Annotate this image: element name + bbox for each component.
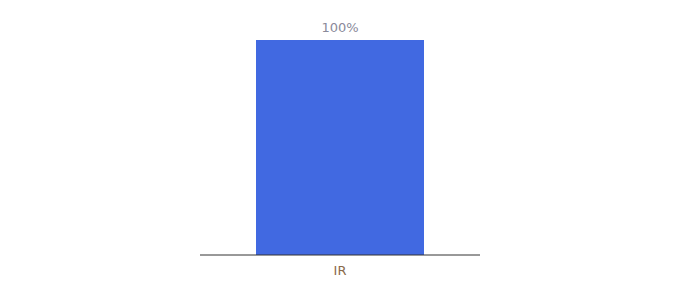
bar bbox=[256, 40, 424, 255]
x-tick-label: IR bbox=[334, 263, 347, 278]
data-label: 100% bbox=[321, 20, 358, 35]
bars bbox=[256, 40, 424, 255]
chart-svg: 100% IR bbox=[0, 0, 680, 300]
chart-container: 100% IR bbox=[0, 0, 680, 300]
x-axis-line bbox=[200, 255, 480, 256]
